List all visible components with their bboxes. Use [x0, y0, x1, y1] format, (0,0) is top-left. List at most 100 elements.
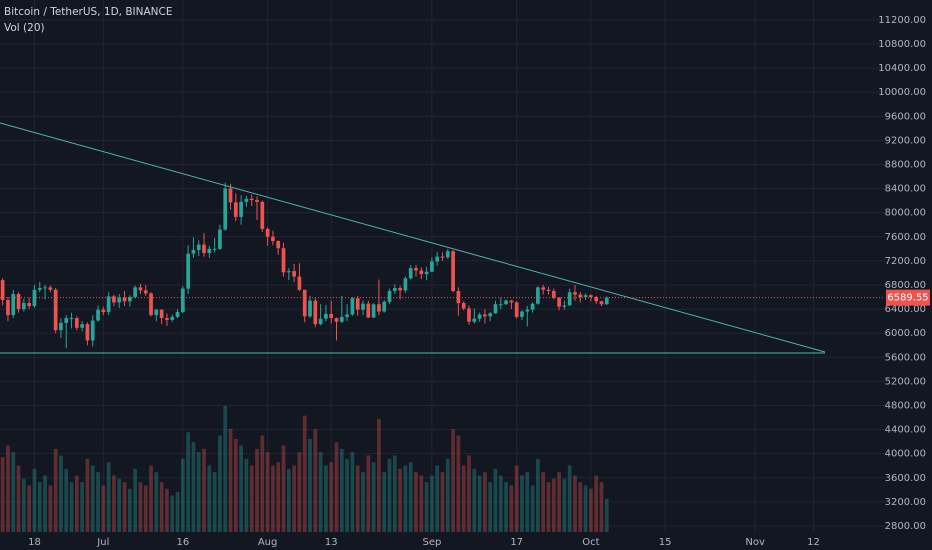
candle-body — [69, 318, 74, 320]
volume-bar — [117, 478, 122, 532]
x-tick-label: 12 — [807, 537, 820, 548]
candle-body — [180, 288, 185, 313]
candle-body — [467, 308, 471, 322]
candle-body — [0, 280, 5, 301]
volume-bar — [583, 485, 588, 532]
y-tick-label: 3600.00 — [885, 473, 926, 484]
y-tick-label: 6800.00 — [885, 280, 926, 291]
candle-body — [53, 289, 58, 331]
volume-bar — [440, 472, 445, 532]
candle-body — [212, 248, 217, 250]
volume-bar — [355, 465, 360, 532]
candle-body — [313, 300, 318, 325]
volume-bar — [228, 428, 233, 532]
volume-bar — [6, 445, 10, 532]
y-tick-label: 4000.00 — [885, 449, 926, 460]
candle-body — [218, 229, 222, 249]
candle-body — [318, 318, 323, 325]
volume-bar — [493, 468, 498, 532]
candle-body — [37, 287, 42, 290]
volume-bar — [143, 485, 148, 532]
volume-bar — [133, 468, 137, 532]
candle-body — [382, 301, 387, 312]
candle-body — [398, 287, 402, 291]
x-tick-label: Oct — [582, 537, 599, 548]
volume-bar — [212, 472, 217, 532]
y-tick-label: 11200.00 — [878, 15, 926, 26]
volume-bar — [27, 485, 32, 532]
volume-bar — [21, 478, 26, 532]
y-tick-label: 3200.00 — [885, 497, 926, 508]
y-tick-label: 9600.00 — [885, 111, 926, 122]
volume-bar — [37, 482, 42, 532]
volume-bar — [308, 438, 312, 532]
candle-body — [228, 188, 233, 203]
volume-bar — [414, 472, 418, 532]
candle-body — [334, 318, 339, 322]
candle-body — [244, 198, 249, 202]
volume-bar — [472, 468, 477, 532]
candle-body — [562, 305, 567, 307]
candle-body — [271, 236, 275, 241]
volume-bar — [430, 475, 434, 532]
candle-body — [138, 287, 143, 291]
candle-body — [541, 287, 546, 290]
volume-bar — [451, 428, 455, 532]
volume-bar — [90, 465, 95, 532]
volume-bar — [313, 428, 318, 532]
candle-body — [604, 297, 609, 305]
volume-bar — [302, 415, 307, 532]
volume-bar — [562, 478, 567, 532]
volume-bar — [461, 465, 466, 532]
candle-body — [339, 316, 344, 322]
candle-body — [260, 201, 265, 229]
candle-body — [127, 297, 132, 302]
volume-bar — [271, 465, 275, 532]
candle-body — [143, 290, 148, 294]
candle-body — [154, 309, 159, 316]
volume-bar — [11, 452, 16, 532]
volume-bar — [281, 445, 286, 532]
candle-body — [27, 303, 32, 307]
volume-bar — [276, 462, 281, 532]
volume-bar — [255, 448, 259, 532]
volume-bar — [16, 465, 21, 532]
volume-bar — [233, 438, 238, 532]
candle-body — [567, 292, 572, 306]
volume-bar — [297, 452, 302, 532]
candle-body — [170, 316, 175, 320]
volume-bar — [138, 482, 143, 532]
volume-bar — [249, 465, 254, 532]
volume-bar — [223, 405, 228, 532]
candle-body — [21, 303, 26, 310]
candle-body — [546, 289, 551, 292]
volume-bar — [541, 472, 546, 532]
y-tick-label: 8400.00 — [885, 184, 926, 195]
candle-body — [573, 292, 577, 295]
volume-bar — [361, 472, 365, 532]
y-tick-label: 6000.00 — [885, 328, 926, 339]
volume-bar — [366, 455, 371, 532]
volume-bar — [175, 492, 180, 532]
candle-body — [345, 314, 349, 317]
candle-body — [355, 298, 360, 310]
candle-body — [440, 256, 445, 258]
volume-bar — [149, 465, 153, 532]
volume-bar — [32, 468, 37, 532]
candle-body — [265, 228, 270, 237]
volume-bar — [69, 482, 74, 532]
volume-bar — [43, 475, 47, 532]
x-tick-label: Jul — [96, 537, 109, 548]
candle-body — [488, 313, 493, 317]
candle-body — [366, 303, 371, 318]
candle-body — [302, 289, 307, 317]
volume-bar — [154, 472, 159, 532]
candle-body — [32, 289, 37, 307]
volume-bar — [530, 485, 535, 532]
volume-bar — [483, 472, 487, 532]
y-tick-label: 10000.00 — [878, 87, 926, 98]
candle-body — [191, 250, 196, 254]
candles — [0, 182, 609, 349]
y-tick-label: 5600.00 — [885, 352, 926, 363]
